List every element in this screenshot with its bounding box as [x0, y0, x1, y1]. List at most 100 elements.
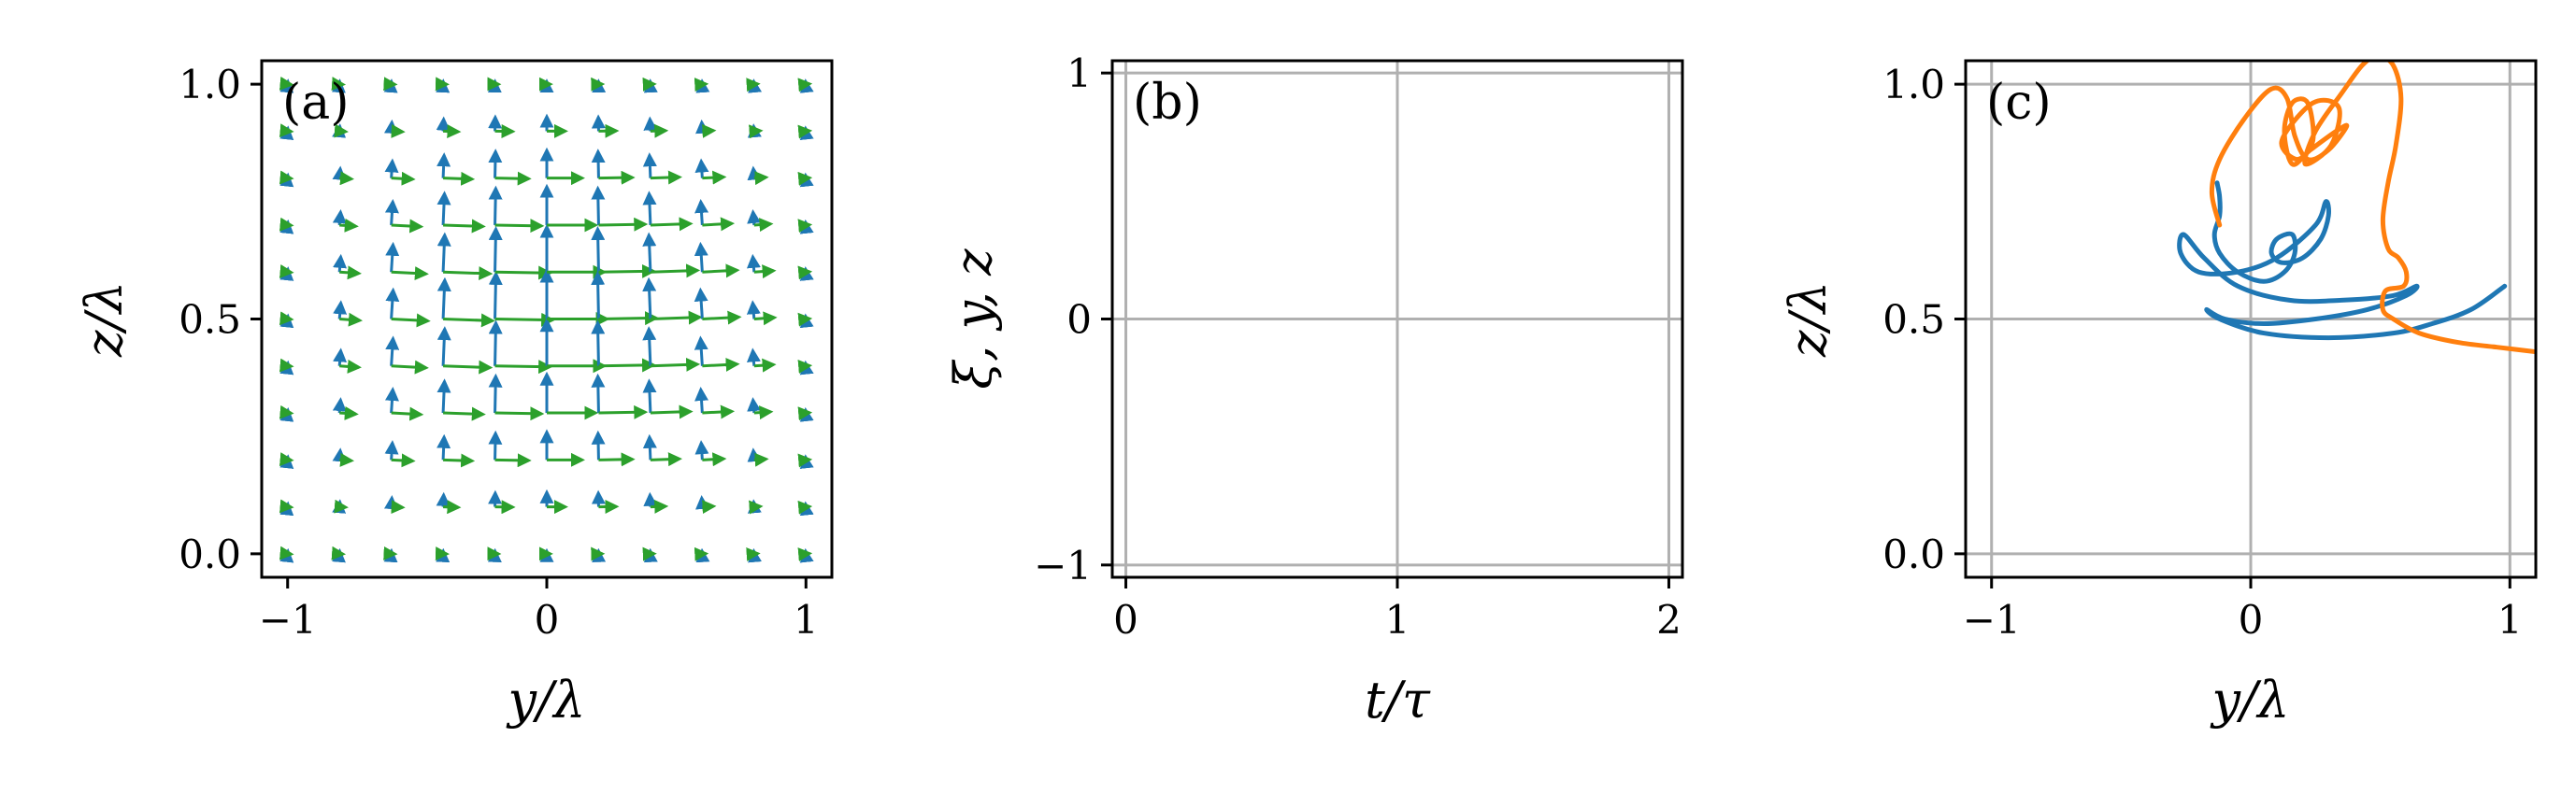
quiver-arrow-horizontal: [339, 359, 362, 374]
quiver-arrow-vertical: [436, 116, 451, 132]
quiver-arrow-vertical: [642, 326, 657, 366]
quiver-arrow-horizontal: [494, 453, 532, 468]
quiver-arrow-vertical: [333, 347, 348, 366]
quiver-arrow-horizontal: [494, 360, 553, 375]
quiver-arrow-vertical: [694, 440, 709, 461]
quiver-arrow-vertical: [694, 335, 708, 366]
quiver-arrow-horizontal: [494, 312, 556, 327]
quiver-arrow-horizontal: [391, 266, 429, 281]
y-tick-label: 1.0: [179, 62, 241, 107]
x-tick-label: 0: [535, 597, 560, 643]
quiver-arrow-vertical: [488, 149, 503, 178]
quiver-arrow-vertical: [436, 433, 451, 461]
quiver-arrow-vertical: [488, 430, 503, 461]
quiver-arrow-vertical: [591, 149, 606, 178]
panel-b-time-series-plot: 0 1 2 −1 0 1 t/τ ξ, y, z (b): [944, 50, 1684, 730]
quiver-arrow-vertical: [694, 241, 708, 273]
quiver-arrow-horizontal: [339, 171, 355, 186]
quiver-arrow-vertical: [436, 326, 451, 366]
quiver-arrow-vertical: [488, 225, 503, 273]
trajectory-line-1: [2177, 180, 2508, 341]
quiver-arrow-vertical: [332, 209, 347, 226]
quiver-arrow-horizontal: [494, 219, 545, 234]
y-tick-label: 1.0: [1882, 62, 1945, 107]
quiver-arrow-vertical: [642, 232, 657, 273]
quiver-arrow-horizontal: [598, 452, 636, 467]
quiver-arrow-horizontal: [753, 311, 778, 326]
quiver-arrow-vertical: [333, 253, 348, 273]
quiver-arrow-vertical: [746, 300, 761, 319]
quiver-arrow-horizontal: [702, 310, 742, 325]
quiver-arrow-vertical: [385, 287, 400, 319]
panel-a-quiver-plot: −1 0 1 0.0 0.5 1.0 y/λ z/λ (a): [75, 59, 834, 730]
quiver-arrow-horizontal: [443, 406, 486, 421]
quiver-arrow-horizontal: [443, 500, 462, 515]
y-tick-label: 0: [1066, 297, 1092, 343]
quiver-arrow-vertical: [384, 440, 399, 461]
quiver-arrow-horizontal: [753, 452, 769, 467]
quiver-arrow-horizontal: [494, 406, 545, 421]
quiver-arrow-horizontal: [650, 404, 694, 419]
quiver-arrow-horizontal: [443, 453, 476, 468]
quiver-arrow-horizontal: [753, 405, 774, 420]
quiver-arrow-horizontal: [443, 360, 494, 375]
quiver-arrow-horizontal: [339, 312, 364, 327]
quiver-arrow-horizontal: [391, 171, 416, 186]
quiver-arrow-vertical: [436, 191, 451, 226]
y-axis-label: z/λ: [1779, 281, 1838, 358]
quiver-arrow-vertical: [436, 232, 451, 273]
quiver-arrow-horizontal: [650, 123, 669, 138]
y-axis-label: ξ, y, z: [944, 248, 1003, 390]
quiver-arrow-vertical: [332, 397, 347, 414]
quiver-arrow-horizontal: [650, 357, 701, 372]
quiver-arrow-horizontal: [650, 499, 669, 514]
quiver-arrow-horizontal: [753, 264, 777, 279]
x-tick-label: −1: [1963, 597, 2021, 643]
quiver-arrow-vertical: [694, 387, 709, 414]
x-tick-label: 1: [2497, 597, 2523, 643]
quiver-arrow-vertical: [695, 119, 710, 135]
quiver-arrow-vertical: [747, 165, 762, 181]
quiver-arrow-horizontal: [391, 123, 406, 138]
quiver-arrow-vertical: [488, 373, 503, 414]
quiver-arrow-horizontal: [443, 266, 494, 281]
quiver-arrow-vertical: [332, 165, 347, 181]
panel-c-trajectory-plot: −1 0 1 0.0 0.5 1.0 y/λ z/λ (c): [1779, 59, 2538, 730]
y-tick-label: 1: [1066, 50, 1092, 96]
quiver-arrow-vertical: [436, 491, 451, 507]
x-axis-label: t/τ: [1365, 671, 1431, 730]
x-tick-label: 1: [794, 597, 819, 643]
quiver-arrow-horizontal: [650, 452, 682, 467]
quiver-arrow-vertical: [746, 347, 761, 366]
quiver-arrow-vertical: [642, 433, 657, 461]
quiver-arrow-horizontal: [702, 404, 736, 419]
quiver-arrow-horizontal: [702, 217, 736, 232]
panel-label: (a): [282, 75, 350, 131]
quiver-arrow-horizontal: [702, 357, 740, 372]
x-tick-label: 0: [1113, 597, 1138, 643]
quiver-arrow-horizontal: [443, 171, 476, 186]
quiver-arrow-vertical: [694, 287, 708, 319]
quiver-arrow-horizontal: [702, 500, 717, 515]
quiver-arrow-horizontal: [598, 170, 636, 185]
quiver-arrow-vertical: [385, 241, 400, 273]
quiver-arrow-horizontal: [339, 452, 355, 467]
quiver-arrow-vertical: [436, 152, 451, 178]
y-tick-label: 0.5: [179, 297, 241, 343]
quiver-arrow-vertical: [747, 209, 762, 226]
x-axis-label: y/λ: [507, 671, 586, 730]
quiver-arrow-horizontal: [650, 310, 703, 325]
quiver-arrow-vertical: [642, 378, 657, 414]
quiver-arrow-horizontal: [443, 124, 462, 139]
quiver-arrow-vertical: [591, 225, 606, 273]
quiver-arrow-vertical: [695, 495, 710, 510]
quiver-arrow-vertical: [643, 491, 658, 507]
x-tick-label: 2: [1656, 597, 1682, 643]
y-axis-label: z/λ: [75, 281, 134, 358]
y-tick-label: 0.0: [179, 532, 241, 577]
quiver-arrow-vertical: [694, 158, 709, 178]
quiver-arrow-vertical: [488, 319, 503, 366]
quiver-arrow-vertical: [488, 185, 503, 225]
quiver-arrow-vertical: [747, 397, 762, 414]
